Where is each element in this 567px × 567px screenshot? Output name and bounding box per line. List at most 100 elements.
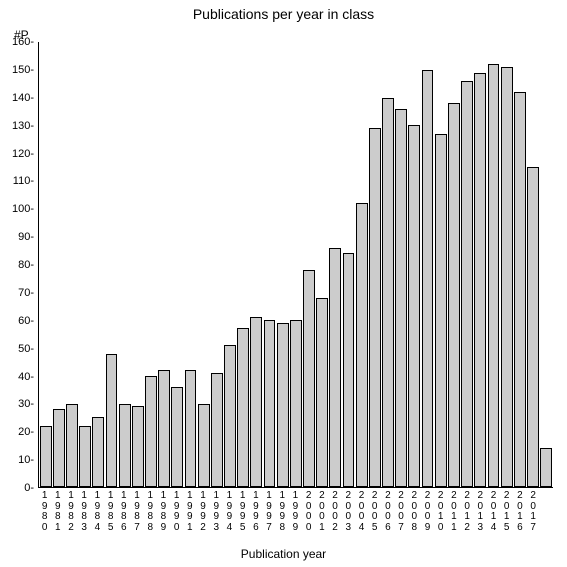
y-tick-label: 0- — [24, 482, 34, 494]
bar — [250, 317, 262, 487]
bar — [501, 67, 513, 487]
y-tick-label: 160- — [12, 36, 34, 48]
bar-slot — [92, 42, 105, 487]
x-tick-slot: 2009 — [421, 488, 434, 540]
bar — [540, 448, 552, 487]
x-tick-label: 1999 — [291, 488, 300, 533]
bar — [106, 354, 118, 488]
x-tick-slot: 2013 — [474, 488, 487, 540]
y-tick-label: 50- — [18, 343, 34, 355]
x-tick-label: 1992 — [199, 488, 208, 533]
x-tick-label: 1995 — [238, 488, 247, 533]
x-tick-slot: 1982 — [64, 488, 77, 540]
x-tick-label: 2013 — [476, 488, 485, 533]
bar — [171, 387, 183, 487]
x-tick-slot: 1994 — [223, 488, 236, 540]
bar-slot — [39, 42, 52, 487]
x-tick-slot: 2003 — [342, 488, 355, 540]
bar-slot — [461, 42, 474, 487]
bar — [224, 345, 236, 487]
bar-slot — [500, 42, 513, 487]
bar-slot — [447, 42, 460, 487]
y-tick-label: 130- — [12, 120, 34, 132]
plot-area — [38, 42, 553, 488]
bar-slot — [355, 42, 368, 487]
x-tick-label: 1985 — [106, 488, 115, 533]
plot-area-wrapper — [38, 42, 553, 488]
x-tick-label: 1981 — [53, 488, 62, 533]
x-tick-label: 2001 — [317, 488, 326, 533]
x-tick-slot: 1983 — [78, 488, 91, 540]
x-tick-label: 2006 — [383, 488, 392, 533]
bar — [53, 409, 65, 487]
y-ticks: 0-10-20-30-40-50-60-70-80-90-100-110-120… — [0, 42, 38, 488]
bar-slot — [381, 42, 394, 487]
x-tick-slot: 1996 — [249, 488, 262, 540]
bar — [264, 320, 276, 487]
x-ticks: 1980198119821983198419851986198719881989… — [38, 488, 553, 540]
x-tick-slot: 2015 — [500, 488, 513, 540]
bar — [422, 70, 434, 487]
chart-title: Publications per year in class — [0, 6, 567, 22]
bar — [395, 109, 407, 487]
bar — [79, 426, 91, 487]
x-tick-label: 1997 — [265, 488, 274, 533]
x-tick-slot: 2014 — [487, 488, 500, 540]
y-tick-label: 70- — [18, 287, 34, 299]
x-tick-label: 2003 — [344, 488, 353, 533]
bar — [66, 404, 78, 487]
bar — [408, 125, 420, 487]
bar — [290, 320, 302, 487]
y-tick-label: 80- — [18, 259, 34, 271]
bar — [514, 92, 526, 487]
y-tick-label: 100- — [12, 203, 34, 215]
x-tick-label: 1998 — [278, 488, 287, 533]
y-tick-label: 30- — [18, 398, 34, 410]
x-tick-slot: 2004 — [355, 488, 368, 540]
x-tick-slot: 2017 — [527, 488, 540, 540]
x-tick-label: 2014 — [489, 488, 498, 533]
x-tick-label: 1980 — [40, 488, 49, 533]
bar-slot — [513, 42, 526, 487]
bar — [448, 103, 460, 487]
x-tick-slot: 1986 — [117, 488, 130, 540]
y-tick-label: 10- — [18, 454, 34, 466]
chart-container: Publications per year in class #P 0-10-2… — [0, 0, 567, 567]
bar-slot — [263, 42, 276, 487]
bar-slot — [342, 42, 355, 487]
x-tick-label: 1986 — [119, 488, 128, 533]
x-tick-label: 1982 — [67, 488, 76, 533]
x-tick-slot: 1989 — [157, 488, 170, 540]
bar-slot — [474, 42, 487, 487]
bar-slot — [526, 42, 539, 487]
x-tick-slot: 1981 — [51, 488, 64, 540]
bar-slot — [158, 42, 171, 487]
bar-slot — [316, 42, 329, 487]
bar — [474, 73, 486, 487]
x-tick-slot — [540, 488, 553, 540]
x-tick-slot: 1988 — [144, 488, 157, 540]
bar — [198, 404, 210, 487]
bar-slot — [395, 42, 408, 487]
bar — [343, 253, 355, 487]
bar — [119, 404, 131, 487]
bar — [40, 426, 52, 487]
x-tick-label: 2016 — [515, 488, 524, 533]
x-tick-slot: 1980 — [38, 488, 51, 540]
bar — [435, 134, 447, 487]
bar — [488, 64, 500, 487]
bar-slot — [408, 42, 421, 487]
bar — [211, 373, 223, 487]
bar-slot — [105, 42, 118, 487]
x-tick-slot: 2011 — [447, 488, 460, 540]
x-tick-label: 1988 — [146, 488, 155, 533]
bar — [329, 248, 341, 487]
bar — [132, 406, 144, 487]
bar — [316, 298, 328, 487]
x-tick-slot: 2000 — [302, 488, 315, 540]
x-tick-slot: 2016 — [513, 488, 526, 540]
x-tick-label: 2010 — [436, 488, 445, 533]
x-tick-slot: 2005 — [368, 488, 381, 540]
bar-slot — [65, 42, 78, 487]
x-tick-label: 2015 — [502, 488, 511, 533]
